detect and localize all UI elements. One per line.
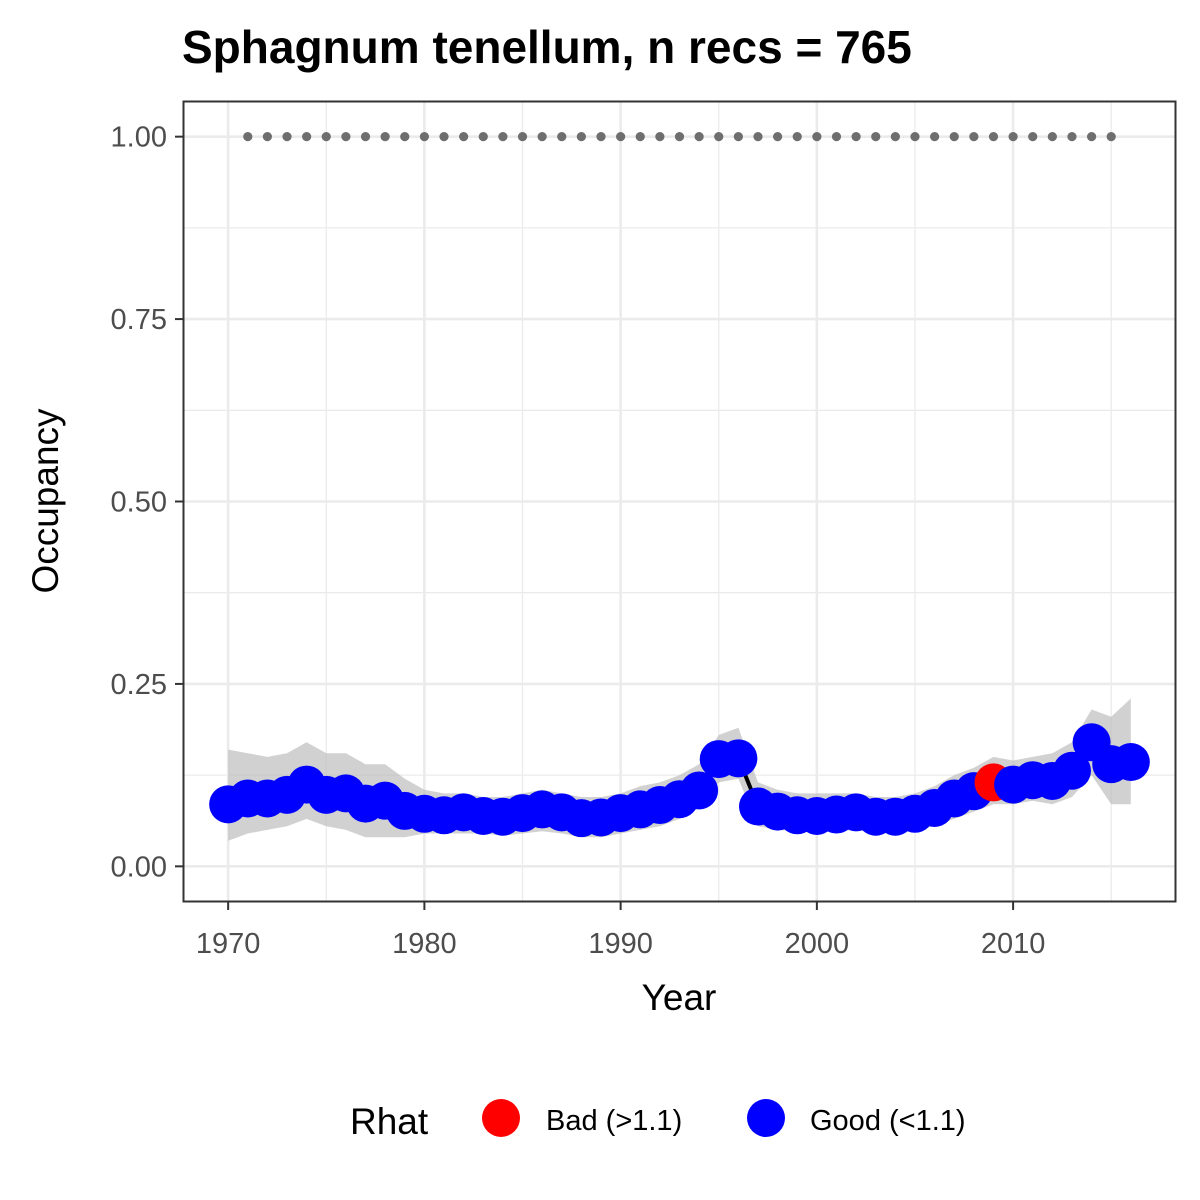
- legend-key-bad: [482, 1099, 520, 1137]
- y-tick-label: 1.00: [111, 122, 167, 154]
- reference-dot: [1106, 132, 1116, 142]
- y-axis-title: Occupancy: [25, 408, 66, 594]
- reference-dot: [419, 132, 429, 142]
- x-tick-label: 2010: [981, 928, 1046, 960]
- legend-title: Rhat: [350, 1101, 429, 1142]
- data-point-good: [719, 739, 758, 778]
- y-tick-label: 0.75: [111, 304, 167, 336]
- reference-dot: [537, 132, 547, 142]
- reference-dot: [733, 132, 743, 142]
- reference-dot: [930, 132, 940, 142]
- reference-dot: [302, 132, 312, 142]
- reference-dot: [243, 132, 253, 142]
- x-axis-title: Year: [642, 977, 717, 1018]
- reference-dot: [400, 132, 410, 142]
- reference-dot: [616, 132, 626, 142]
- reference-dot: [890, 132, 900, 142]
- reference-dot: [1086, 132, 1097, 142]
- y-tick-label: 0.50: [111, 487, 167, 519]
- x-tick-label: 1980: [392, 928, 457, 960]
- reference-dot: [380, 132, 390, 142]
- reference-dot: [988, 132, 999, 142]
- reference-dot: [655, 132, 665, 142]
- x-axis: 1970 1980 1990 2000 2010: [196, 901, 1045, 960]
- reference-dot: [949, 132, 959, 142]
- occupancy-points: [209, 723, 1150, 838]
- legend-label-good: Good (<1.1): [810, 1105, 966, 1137]
- reference-dot: [596, 132, 606, 142]
- x-tick-label: 2000: [785, 928, 850, 960]
- y-tick-label: 0.00: [111, 851, 167, 883]
- reference-dot: [694, 132, 704, 142]
- reference-dot: [674, 132, 685, 142]
- reference-dot: [517, 132, 528, 142]
- reference-dot: [478, 132, 488, 142]
- reference-dot: [635, 132, 645, 142]
- reference-dot: [321, 132, 331, 142]
- reference-dot: [910, 132, 920, 142]
- data-point-good: [1111, 742, 1150, 781]
- reference-dot: [1028, 132, 1038, 142]
- reference-dot: [831, 132, 842, 142]
- reference-dot: [1067, 132, 1077, 142]
- data-point-good: [1052, 751, 1091, 790]
- x-tick-label: 1970: [196, 928, 261, 960]
- reference-dot: [1008, 132, 1018, 142]
- reference-dot: [851, 132, 861, 142]
- chart-title: Sphagnum tenellum, n recs = 765: [182, 21, 912, 73]
- reference-dot: [1047, 132, 1057, 142]
- reference-dot: [439, 132, 449, 142]
- reference-dot: [360, 132, 371, 142]
- x-tick-label: 1990: [588, 928, 653, 960]
- reference-dot: [773, 132, 783, 142]
- reference-dot: [792, 132, 802, 142]
- reference-dot: [714, 132, 724, 142]
- reference-dot: [753, 132, 763, 142]
- reference-dot: [871, 132, 881, 142]
- data-point-good: [680, 771, 719, 810]
- reference-dot: [969, 132, 979, 142]
- reference-dot: [576, 132, 586, 142]
- y-axis: 0.00 0.25 0.50 0.75 1.00: [111, 122, 184, 883]
- reference-dot: [459, 132, 469, 142]
- reference-dot: [282, 132, 292, 142]
- reference-dots: [243, 132, 1116, 142]
- legend: Rhat Bad (>1.1) Good (<1.1): [350, 1099, 966, 1142]
- reference-dot: [812, 132, 822, 142]
- reference-dot: [341, 132, 351, 142]
- reference-dot: [498, 132, 508, 142]
- y-tick-label: 0.25: [111, 669, 167, 701]
- reference-dot: [557, 132, 567, 142]
- legend-key-good: [747, 1099, 785, 1137]
- reference-dot: [262, 132, 273, 142]
- legend-label-bad: Bad (>1.1): [546, 1105, 682, 1137]
